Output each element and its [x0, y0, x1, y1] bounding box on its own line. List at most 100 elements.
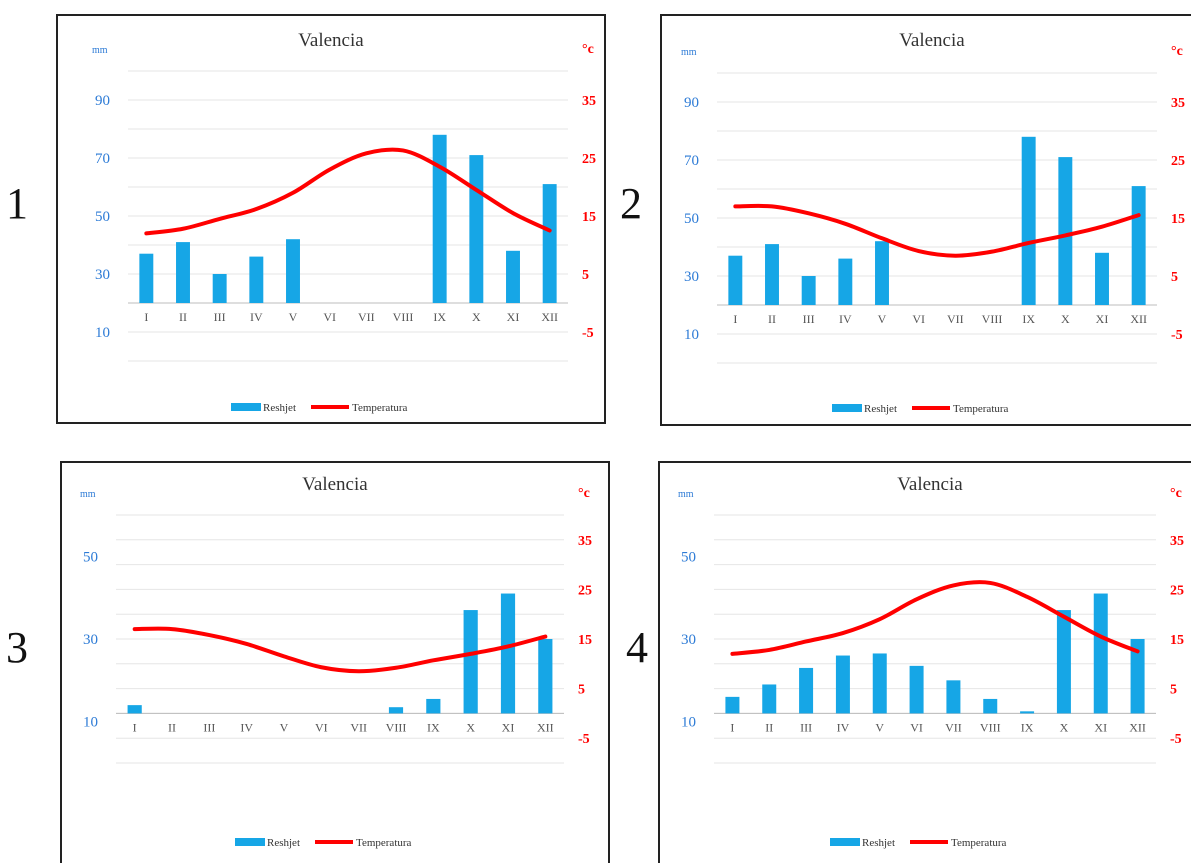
bar	[286, 239, 300, 303]
x-tick-label: VI	[323, 310, 336, 324]
left-axis-unit: mm	[92, 45, 108, 56]
x-tick-label: VII	[947, 312, 964, 326]
x-tick-label: VIII	[980, 720, 1001, 734]
left-tick-label: 50	[95, 209, 110, 225]
bar	[506, 250, 520, 303]
bar	[1056, 610, 1071, 714]
x-tick-label: IV	[837, 720, 850, 734]
right-tick-label: 5	[582, 268, 589, 283]
bar	[1020, 711, 1035, 714]
bar	[463, 610, 478, 714]
legend-label-bars: Reshjet	[862, 837, 895, 849]
bar	[762, 684, 777, 714]
bar	[946, 680, 961, 714]
x-tick-label: XII	[541, 310, 558, 324]
x-tick-label: X	[466, 720, 475, 734]
x-tick-label: X	[1060, 720, 1069, 734]
left-tick-label: 30	[95, 267, 110, 283]
x-tick-label: I	[133, 720, 137, 734]
x-tick-label: XII	[537, 720, 554, 734]
panel-number: 1	[6, 179, 28, 228]
bar	[542, 184, 557, 303]
chart-title: Valencia	[302, 474, 368, 495]
legend-label-bars: Reshjet	[864, 403, 897, 415]
bar	[139, 253, 154, 303]
left-axis-unit: mm	[681, 47, 697, 58]
left-tick-label: 10	[681, 715, 696, 731]
bar	[875, 241, 889, 305]
panel-number: 4	[626, 623, 648, 672]
temperature-line	[144, 147, 552, 236]
x-tick-label: II	[168, 720, 176, 734]
x-tick-label: VIII	[386, 720, 407, 734]
right-tick-label: 35	[578, 534, 592, 549]
legend-swatch-bars	[832, 404, 862, 412]
bar	[469, 155, 484, 303]
x-tick-label: V	[289, 310, 298, 324]
x-tick-label: IX	[1021, 720, 1034, 734]
x-tick-label: V	[280, 720, 289, 734]
x-tick-label: X	[1061, 312, 1070, 326]
bar	[872, 653, 887, 714]
x-tick-label: XI	[1094, 720, 1107, 734]
left-tick-label: 70	[684, 153, 699, 169]
bar	[983, 698, 998, 714]
bar	[799, 667, 814, 714]
x-tick-label: IX	[1022, 312, 1035, 326]
x-tick-label: III	[203, 720, 215, 734]
x-tick-label: I	[733, 312, 737, 326]
right-tick-label: 25	[1170, 583, 1184, 598]
bar	[500, 593, 516, 714]
left-axis-unit: mm	[80, 489, 96, 500]
left-tick-label: 50	[681, 549, 696, 565]
legend-label-line: Temperatura	[352, 402, 408, 414]
bar	[835, 655, 850, 714]
x-tick-label: III	[800, 720, 812, 734]
x-tick-label: II	[768, 312, 776, 326]
x-tick-label: VI	[912, 312, 925, 326]
right-tick-label: 15	[1171, 212, 1185, 227]
bar	[728, 255, 743, 305]
x-tick-label: V	[875, 720, 884, 734]
left-tick-label: 10	[95, 325, 110, 341]
right-tick-label: 25	[1171, 154, 1185, 169]
bar	[249, 256, 264, 303]
bar	[388, 707, 404, 714]
bar	[432, 134, 447, 303]
left-tick-label: 30	[684, 269, 699, 285]
bar	[1093, 593, 1108, 714]
bar	[426, 698, 441, 714]
temperature-line	[132, 626, 548, 674]
right-tick-label: 25	[582, 152, 596, 167]
left-tick-label: 30	[83, 632, 98, 648]
right-tick-label: -5	[1171, 328, 1183, 343]
x-tick-label: XI	[507, 310, 520, 324]
bar	[1131, 186, 1146, 305]
x-tick-label: VIII	[982, 312, 1003, 326]
legend-label-bars: Reshjet	[263, 402, 296, 414]
panel-number: 2	[620, 179, 642, 228]
x-tick-label: IV	[250, 310, 263, 324]
x-tick-label: III	[803, 312, 815, 326]
x-tick-label: IV	[240, 720, 253, 734]
x-tick-label: II	[765, 720, 773, 734]
x-tick-label: VI	[315, 720, 328, 734]
chart-title: Valencia	[899, 30, 965, 51]
bar	[538, 639, 553, 714]
right-tick-label: 15	[578, 633, 592, 648]
x-tick-label: VII	[358, 310, 375, 324]
left-tick-label: 50	[684, 211, 699, 227]
bar	[176, 242, 190, 303]
right-tick-label: -5	[1170, 732, 1182, 747]
right-tick-label: 35	[1171, 96, 1185, 111]
x-tick-label: XII	[1129, 720, 1146, 734]
legend-swatch-bars	[235, 838, 265, 846]
right-tick-label: -5	[582, 326, 594, 341]
right-tick-label: 5	[1170, 683, 1177, 698]
x-tick-label: VI	[910, 720, 923, 734]
chart-frame: Valencia mm °c 10 30 50 70 90 -5 5 15 25 35 I II III IV V…	[660, 14, 1191, 426]
temperature-line	[730, 580, 1140, 656]
